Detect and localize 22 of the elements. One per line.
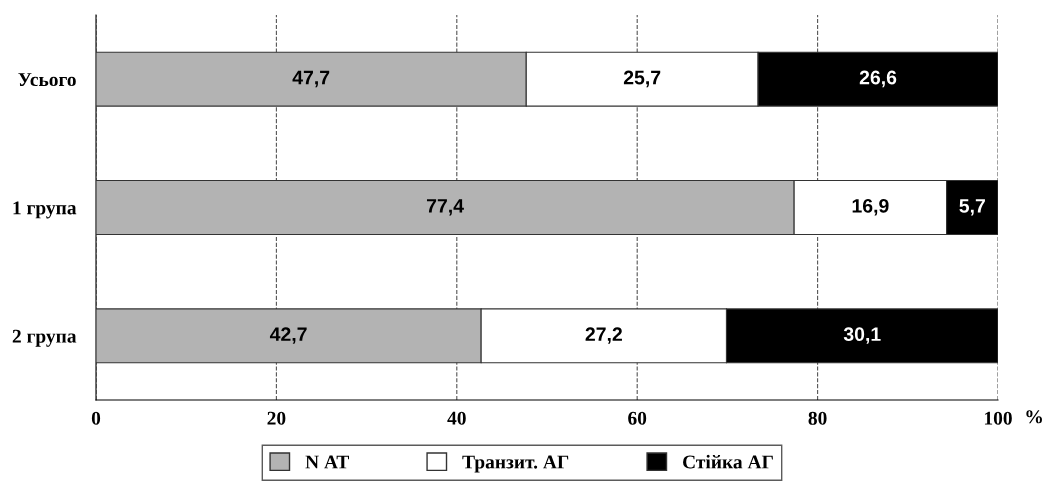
data-label: 47,7 <box>292 70 330 88</box>
x-axis-title: % <box>1026 410 1042 424</box>
x-tick-label: 0 <box>91 411 101 425</box>
y-tick-label: Усього <box>18 73 76 87</box>
data-label: 27,2 <box>585 327 622 344</box>
data-label: 5,7 <box>959 199 985 216</box>
legend-label: Стійка АГ <box>683 454 773 469</box>
data-label: 30,1 <box>843 327 881 344</box>
x-tick-label: 80 <box>808 411 827 425</box>
y-tick-label: 2 група <box>12 329 77 347</box>
data-label: 25,7 <box>623 70 661 88</box>
x-tick-label: 20 <box>267 411 286 425</box>
x-tick-label: 100 <box>984 411 1012 425</box>
y-tick-label: 1 група <box>13 201 77 219</box>
legend-label: N АТ <box>305 455 349 469</box>
legend-label: Транзит. АГ <box>462 455 569 473</box>
data-label: 26,6 <box>859 70 897 88</box>
x-tick-label: 40 <box>447 411 466 425</box>
data-label: 42,7 <box>269 327 307 344</box>
data-label: 16,9 <box>852 198 889 216</box>
x-tick-label: 60 <box>628 411 647 425</box>
data-label: 77,4 <box>426 199 464 216</box>
